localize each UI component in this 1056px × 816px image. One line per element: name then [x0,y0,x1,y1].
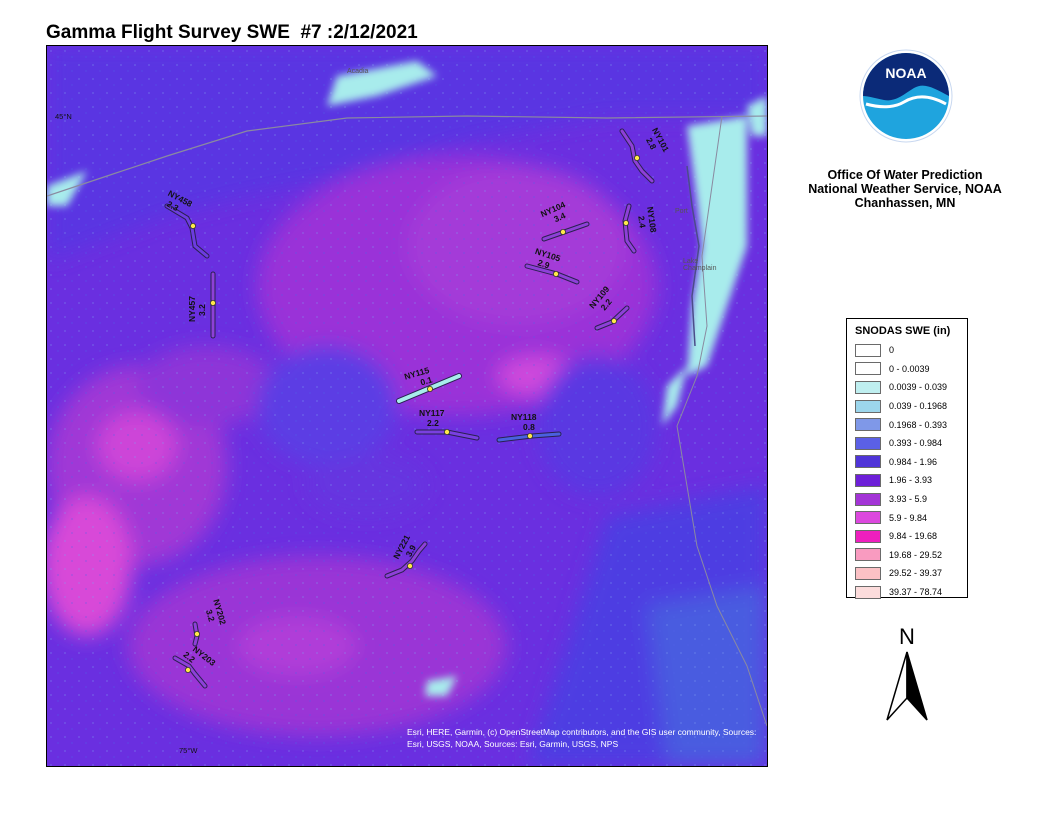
legend-label: 0.0039 - 0.039 [889,382,948,393]
legend-label: 29.52 - 39.37 [889,568,943,579]
legend-swatch [855,566,881,580]
legend-label: 1.96 - 3.93 [889,475,933,486]
legend-swatch [855,473,881,487]
office-line-2: National Weather Service, NOAA [808,182,1002,196]
legend-label: 19.68 - 29.52 [889,549,943,560]
legend-swatch [855,343,881,357]
flight-label-ny117: NY117 [419,408,445,418]
legend-row: 0.984 - 1.96 [855,453,967,472]
legend-row: 0.039 - 0.1968 [855,397,967,416]
legend-label: 3.93 - 5.9 [889,494,928,505]
legend-row: 9.84 - 19.68 [855,527,967,546]
legend-swatch [855,380,881,394]
legend-row: 0.1968 - 0.393 [855,415,967,434]
legend-label: 0.039 - 0.1968 [889,401,948,412]
survey-point[interactable] [623,219,630,226]
survey-point[interactable] [426,385,433,392]
legend-row: 29.52 - 39.37 [855,564,967,583]
flight-line-ny221[interactable] [384,541,428,579]
swe-legend: SNODAS SWE (in) 0 0 - 0.0039 0.0039 - 0.03… [846,318,968,601]
survey-point[interactable] [184,667,191,674]
office-info: Office Of Water Prediction National Weat… [790,168,1020,210]
flight-line-ny203[interactable] [172,655,208,689]
legend-swatch [855,511,881,525]
office-line-3: Chanhassen, MN [854,196,956,210]
legend-swatch [855,418,881,432]
north-arrow: N [882,624,932,724]
legend-row: 19.68 - 29.52 [855,546,967,565]
legend-row: 1.96 - 3.93 [855,471,967,490]
legend-swatch [855,455,881,469]
noaa-logo-icon: NOAA [858,48,954,144]
north-arrow-icon [886,651,928,721]
flight-line-ny104[interactable] [541,221,590,242]
map-canvas[interactable]: NY458 2.3 NY457 3.2 NY104 3.4 NY101 2.8 … [46,45,768,767]
latitude-label: 45°N [55,112,72,121]
flight-label-ny457: NY457 [187,296,197,322]
place-label: Acadia [347,68,369,75]
legend-swatch [855,585,881,599]
legend-swatch [855,399,881,413]
legend-row: 3.93 - 5.9 [855,490,967,509]
north-letter: N [899,624,915,649]
flight-value-ny118: 0.8 [523,422,535,432]
legend-swatch [855,362,881,376]
legend-swatch [855,529,881,543]
legend-label: 0.393 - 0.984 [889,438,943,449]
legend-label: 0.984 - 1.96 [889,456,938,467]
legend-label: 9.84 - 19.68 [889,531,938,542]
survey-point[interactable] [443,428,450,435]
legend-row: 0 - 0.0039 [855,360,967,379]
survey-point[interactable] [611,317,618,324]
legend-swatch [855,436,881,450]
office-line-1: Office Of Water Prediction [827,168,983,182]
survey-point[interactable] [189,222,196,229]
legend-row: 0.393 - 0.984 [855,434,967,453]
legend-label: 0.1968 - 0.393 [889,419,948,430]
legend-swatch [855,492,881,506]
flight-line-ny108[interactable] [622,203,637,254]
legend-row: 5.9 - 9.84 [855,508,967,527]
logo-text: NOAA [885,65,926,81]
legend-label: 5.9 - 9.84 [889,512,928,523]
survey-point[interactable] [526,432,533,439]
map-title: Gamma Flight Survey SWE #7 :2/12/2021 [46,22,418,43]
survey-point[interactable] [406,563,413,570]
swe-raster [47,46,767,766]
flight-value-ny457: 3.2 [197,304,207,316]
legend-label: 0 - 0.0039 [889,363,930,374]
legend-row: 0 [855,341,967,360]
flight-label-ny118: NY118 [511,412,537,422]
survey-point[interactable] [560,228,567,235]
place-label: Lake Champlain [683,258,717,272]
legend-row: 0.0039 - 0.039 [855,378,967,397]
survey-point[interactable] [552,270,559,277]
legend-rows: 0 0 - 0.0039 0.0039 - 0.039 0.039 - 0.1968 0… [847,341,967,601]
survey-point[interactable] [209,299,216,306]
legend-label: 39.37 - 78.74 [889,587,943,598]
survey-point[interactable] [634,155,641,162]
legend-label: 0 [889,345,895,356]
place-label: Port [675,208,688,215]
flight-line-ny101[interactable] [619,128,655,184]
legend-title: SNODAS SWE (in) [855,325,951,337]
survey-point[interactable] [193,631,200,638]
legend-row: 39.37 - 78.74 [855,583,967,602]
legend-swatch [855,548,881,562]
longitude-label: 75°W [179,746,198,755]
flight-value-ny117: 2.2 [427,418,439,428]
map-attribution: Esri, HERE, Garmin, (c) OpenStreetMap co… [407,727,757,749]
